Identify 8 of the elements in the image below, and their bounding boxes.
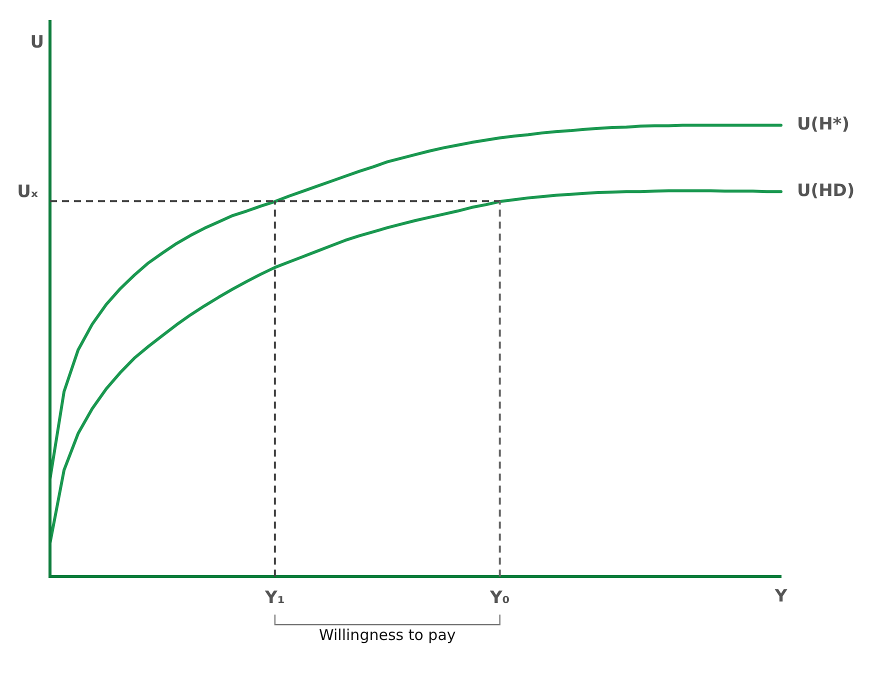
text: Willingness to pay xyxy=(319,626,456,644)
x-axis-title: Y xyxy=(774,586,788,607)
x-tick-label: Y₁ xyxy=(264,588,285,608)
x-tick-label: Y₀ xyxy=(488,588,510,608)
series-label: U(HD) xyxy=(797,181,855,202)
ref-line-label: Uₓ xyxy=(17,182,38,202)
y-axis-title: U xyxy=(30,32,44,52)
series-label: U(H*) xyxy=(797,114,850,135)
